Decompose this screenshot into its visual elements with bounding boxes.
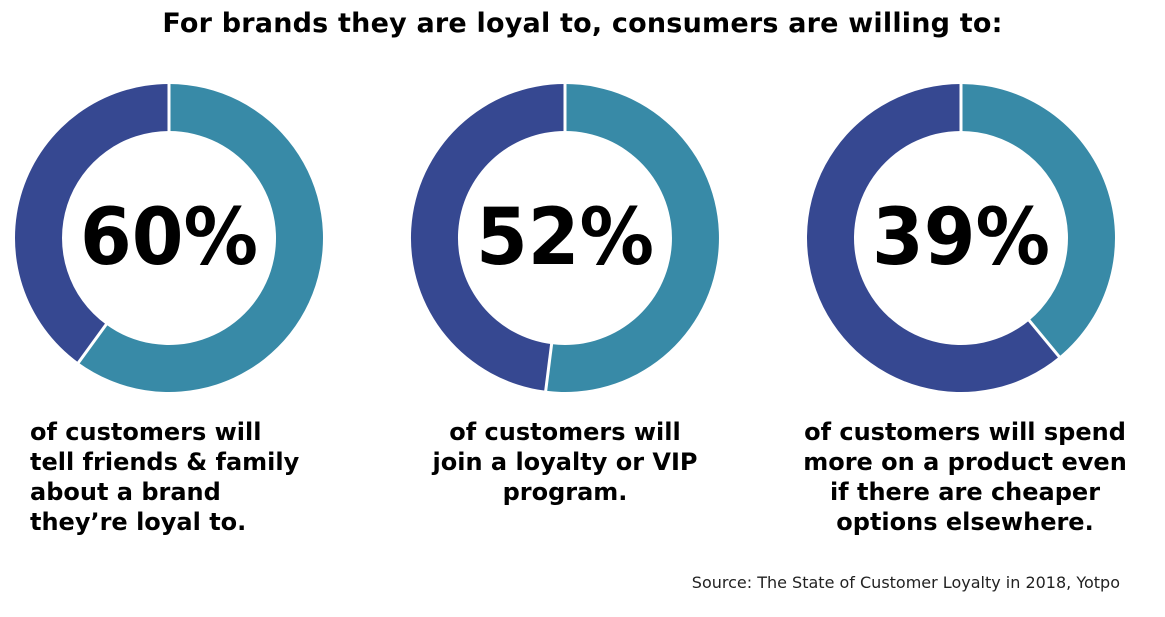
donut-chart-spend-more: 39%: [806, 83, 1116, 393]
infographic-title: For brands they are loyal to, consumers …: [162, 8, 1003, 39]
donut-svg: 39%: [806, 83, 1115, 392]
caption-line: about a brand: [30, 478, 221, 506]
donut-svg: 60%: [14, 83, 323, 392]
donut-segment-value: [545, 84, 719, 392]
segment-separator: [76, 322, 108, 365]
caption-line: if there are cheaper: [829, 478, 1101, 506]
caption-line: of customers will: [30, 418, 262, 446]
donut-segment-remainder: [806, 84, 1060, 392]
caption-line: more on a product even: [803, 448, 1127, 476]
caption-line: options elsewhere.: [836, 508, 1094, 536]
caption-line: they’re loyal to.: [30, 508, 247, 536]
donut-svg: 52%: [410, 83, 719, 392]
donut-segment-value: [78, 84, 323, 392]
segment-separator: [544, 342, 554, 392]
caption-tell-friends: of customers will tell friends & family ab…: [30, 417, 370, 537]
caption-line: join a loyalty or VIP: [432, 448, 698, 476]
segment-separator: [1027, 318, 1061, 359]
donut-chart-join-loyalty: 52%: [410, 83, 720, 393]
percentage-label: 60%: [80, 193, 258, 283]
donut-segment-remainder: [14, 84, 170, 363]
caption-join-loyalty: of customers will join a loyalty or VIP pr…: [395, 417, 735, 507]
source-citation: Source: The State of Customer Loyalty in…: [691, 573, 1120, 592]
caption-spend-more: of customers will spend more on a product…: [795, 417, 1135, 537]
caption-line: tell friends & family: [30, 448, 300, 476]
donut-segment-value: [961, 84, 1115, 357]
donut-chart-tell-friends: 60%: [14, 83, 324, 393]
caption-line: of customers will spend: [804, 418, 1126, 446]
caption-line: of customers will: [449, 418, 681, 446]
donut-segment-remainder: [410, 83, 565, 391]
percentage-label: 52%: [476, 193, 654, 283]
caption-line: program.: [502, 478, 628, 506]
percentage-label: 39%: [872, 193, 1050, 283]
